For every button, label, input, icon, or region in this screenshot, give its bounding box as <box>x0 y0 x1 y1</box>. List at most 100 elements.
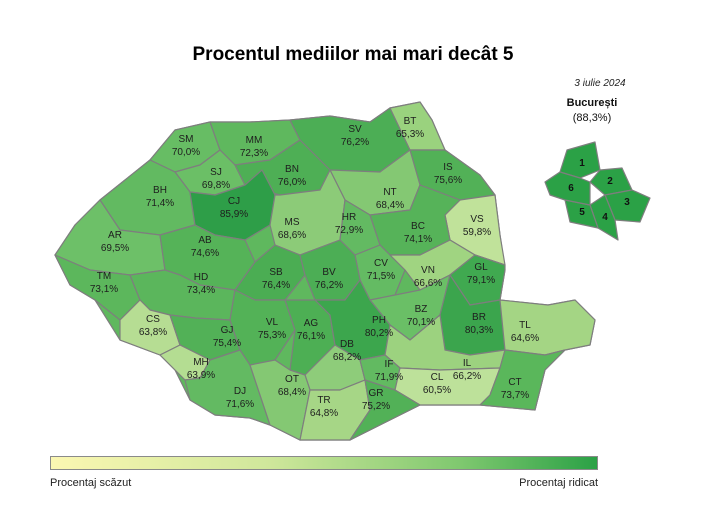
county-code-IF: IF <box>385 359 394 370</box>
bucharest-sector-label-4: 4 <box>602 212 608 223</box>
county-code-CL: CL <box>431 372 444 383</box>
bucharest-value: (88,3%) <box>572 112 612 124</box>
county-value-VN: 66,6% <box>414 278 442 289</box>
county-value-BC: 74,1% <box>404 234 432 245</box>
county-value-VS: 59,8% <box>463 227 491 238</box>
county-CT[interactable] <box>479 349 566 411</box>
county-value-GR: 75,2% <box>362 401 390 412</box>
county-code-VN: VN <box>421 265 435 276</box>
county-code-CT: CT <box>508 377 521 388</box>
county-value-NT: 68,4% <box>376 200 404 211</box>
county-value-TL: 64,6% <box>511 333 539 344</box>
county-code-MS: MS <box>285 217 300 228</box>
county-value-SM: 70,0% <box>172 147 200 158</box>
county-value-MS: 68,6% <box>278 230 306 241</box>
county-value-VL: 75,3% <box>258 330 286 341</box>
county-value-MM: 72,3% <box>240 148 268 159</box>
county-code-GR: GR <box>369 388 384 399</box>
county-code-SM: SM <box>179 134 194 145</box>
county-code-GJ: GJ <box>221 325 234 336</box>
county-value-BH: 71,4% <box>146 198 174 209</box>
county-value-HR: 72,9% <box>335 225 363 236</box>
county-value-MH: 63,9% <box>187 370 215 381</box>
map-title: Procentul mediilor mai mari decât 5 <box>192 44 514 65</box>
county-code-BZ: BZ <box>415 304 428 315</box>
county-value-HD: 73,4% <box>187 285 215 296</box>
county-value-SB: 76,4% <box>262 280 290 291</box>
county-code-BH: BH <box>153 185 167 196</box>
county-code-HR: HR <box>342 212 356 223</box>
county-code-AG: AG <box>304 318 319 329</box>
county-code-NT: NT <box>383 187 396 198</box>
county-code-CJ: CJ <box>228 196 240 207</box>
county-value-AR: 69,5% <box>101 243 129 254</box>
county-BT[interactable] <box>389 101 446 151</box>
county-code-DB: DB <box>340 339 354 350</box>
county-value-TM: 73,1% <box>90 284 118 295</box>
county-code-BC: BC <box>411 221 425 232</box>
county-code-SB: SB <box>269 267 283 278</box>
county-code-IL: IL <box>463 358 472 369</box>
county-code-SJ: SJ <box>210 167 222 178</box>
county-value-SV: 76,2% <box>341 137 369 148</box>
county-value-BV: 76,2% <box>315 280 343 291</box>
county-code-AB: AB <box>198 235 212 246</box>
county-code-SV: SV <box>348 124 362 135</box>
county-DJ[interactable] <box>184 349 271 426</box>
county-code-BN: BN <box>285 164 299 175</box>
county-value-AB: 74,6% <box>191 248 219 259</box>
county-value-TR: 64,8% <box>310 408 338 419</box>
county-value-BN: 76,0% <box>278 177 306 188</box>
county-value-IS: 75,6% <box>434 175 462 186</box>
county-value-BR: 80,3% <box>465 325 493 336</box>
county-value-CJ: 85,9% <box>220 209 248 220</box>
county-code-BT: BT <box>404 116 417 127</box>
county-value-CT: 73,7% <box>501 390 529 401</box>
bucharest-sector-label-3: 3 <box>624 197 630 208</box>
county-code-PH: PH <box>372 315 386 326</box>
county-value-GL: 79,1% <box>467 275 495 286</box>
bucharest-sector-6[interactable] <box>544 171 591 206</box>
legend-gradient-bar <box>50 456 598 470</box>
county-code-VL: VL <box>266 317 279 328</box>
bucharest-sector-label-6: 6 <box>568 183 574 194</box>
county-code-MM: MM <box>246 135 263 146</box>
county-code-TR: TR <box>317 395 330 406</box>
legend-low-label: Procentaj scăzut <box>50 477 132 489</box>
county-TL[interactable] <box>499 299 596 356</box>
county-value-DJ: 71,6% <box>226 399 254 410</box>
county-code-VS: VS <box>470 214 484 225</box>
legend-high-label: Procentaj ridicat <box>519 477 598 489</box>
county-value-CV: 71,5% <box>367 271 395 282</box>
county-value-CL: 60,5% <box>423 385 451 396</box>
bucharest-sector-1[interactable] <box>559 141 601 179</box>
county-code-AR: AR <box>108 230 122 241</box>
county-value-GJ: 75,4% <box>213 338 241 349</box>
county-code-BR: BR <box>472 312 486 323</box>
county-code-OT: OT <box>285 374 299 385</box>
county-code-MH: MH <box>193 357 209 368</box>
bucharest-sector-label-2: 2 <box>607 176 613 187</box>
bucharest-inset <box>544 141 651 241</box>
county-code-GL: GL <box>474 262 488 273</box>
bucharest-sector-label-1: 1 <box>579 158 585 169</box>
map-date: 3 iulie 2024 <box>574 78 626 89</box>
bucharest-name: București <box>566 97 618 109</box>
county-value-AG: 76,1% <box>297 331 325 342</box>
bucharest-sector-label-5: 5 <box>579 207 585 218</box>
county-value-IL: 66,2% <box>453 371 481 382</box>
county-value-BT: 65,3% <box>396 129 424 140</box>
county-value-OT: 68,4% <box>278 387 306 398</box>
county-value-PH: 80,2% <box>365 328 393 339</box>
county-code-HD: HD <box>194 272 208 283</box>
county-code-DJ: DJ <box>234 386 246 397</box>
county-value-IF: 71,9% <box>375 372 403 383</box>
county-OT[interactable] <box>249 359 311 441</box>
county-code-CV: CV <box>374 258 388 269</box>
county-code-IS: IS <box>443 162 453 173</box>
county-code-TM: TM <box>97 271 111 282</box>
county-value-BZ: 70,1% <box>407 317 435 328</box>
county-value-DB: 68,2% <box>333 352 361 363</box>
county-GR[interactable] <box>349 379 421 441</box>
